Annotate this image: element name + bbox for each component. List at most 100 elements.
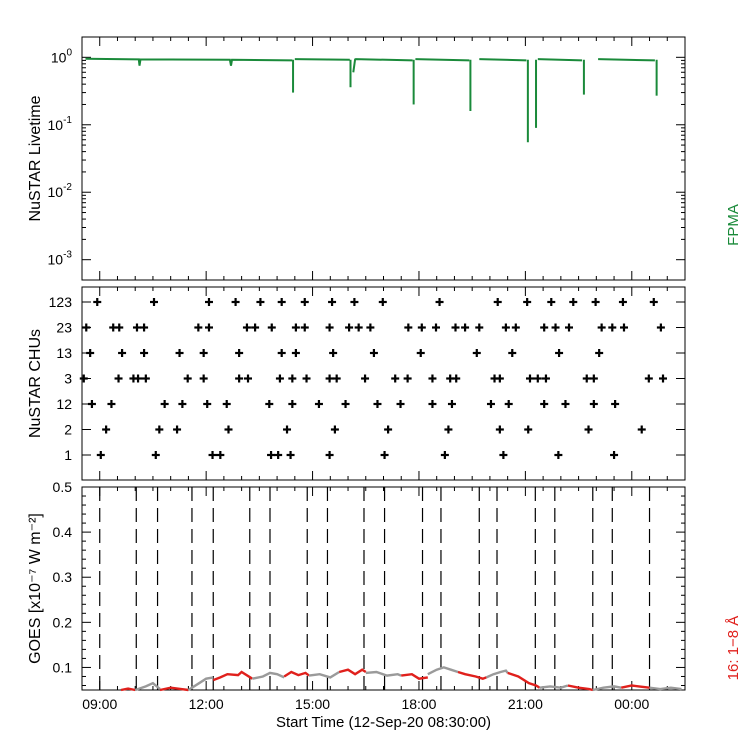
chu-point-1-3 [216,451,225,459]
chu-point-2-7 [444,425,453,434]
chu-point-12-14 [486,400,495,408]
goes-ytick-label-0: 0.1 [53,659,73,675]
chus-ytick-label-3: 3 [64,371,72,387]
chu-point-3-12 [325,374,334,383]
chu-point-2-10 [584,425,593,434]
x-tick-label-4: 21:00 [508,696,543,712]
chu-point-3-21 [495,374,504,383]
livetime-ytick-label-2: 10-2 [48,182,73,200]
goes-flux-segment-11 [427,666,459,676]
chu-point-3-6 [199,374,208,383]
chu-point-123-13 [547,298,556,306]
chu-point-123-11 [493,298,502,306]
chu-point-1-5 [274,451,283,459]
goes-flux-segment-10 [401,672,428,680]
livetime-series-2 [294,58,350,61]
chu-point-3-19 [452,374,461,383]
chus-ytick-label-5: 23 [56,320,72,336]
chu-point-3-24 [541,374,550,383]
x-tick-label-5: 00:00 [614,696,649,712]
livetime-legend-fpma: FPMA [725,204,742,246]
chu-point-12-16 [540,400,549,408]
chu-point-12-3 [178,400,187,408]
chu-point-123-7 [328,298,337,306]
chu-point-23-4 [140,323,149,332]
chu-point-23-23 [511,323,520,332]
chu-point-23-22 [501,323,510,332]
chu-point-123-9 [378,298,387,306]
goes-ytick-label-4: 0.5 [53,479,73,495]
goes-flux-segment-3 [187,676,214,692]
goes-flux-segment-14 [507,671,541,689]
goes-ylabel: GOES [x10⁻⁷ W m⁻²] [27,513,44,664]
chu-point-13-1 [118,349,127,357]
chu-point-3-26 [589,374,598,383]
goes-flux-segment-4 [212,670,253,682]
chu-point-1-10 [499,451,508,459]
chu-point-23-27 [597,323,606,332]
chu-point-3-23 [533,374,542,383]
goes-ytick-label-3: 0.4 [53,524,73,540]
goes-flux-segment-1 [134,681,161,692]
chu-point-23-15 [366,323,375,332]
chus-ylabel: NuSTAR CHUs [27,329,44,438]
chu-point-3-9 [275,374,284,383]
chu-point-23-13 [345,323,354,332]
livetime-series-4 [352,58,413,73]
chu-point-3-14 [361,374,370,383]
goes-flux-segment-9 [365,670,402,677]
chu-point-1-6 [286,451,295,459]
chu-point-13-6 [277,349,286,357]
chu-point-23-29 [619,323,628,332]
chu-point-13-12 [508,349,517,357]
livetime-ylabel: NuSTAR Livetime [27,95,44,221]
goes-flux-segment-13 [485,669,509,679]
chu-point-123-16 [618,298,627,306]
livetime-series-0 [85,57,293,66]
chu-point-123-8 [350,298,359,306]
chu-point-123-15 [591,298,600,306]
chu-point-23-25 [551,323,560,332]
goes-flux-segment-16 [567,684,594,692]
chu-point-3-8 [244,374,253,383]
chu-point-3-17 [428,374,437,383]
chu-point-23-9 [267,323,276,332]
chu-point-12-9 [341,400,350,408]
chu-point-23-21 [475,323,484,332]
chu-point-2-6 [384,425,393,434]
chu-point-13-0 [86,349,95,357]
chu-point-23-10 [291,323,300,332]
x-tick-label-0: 09:00 [82,696,117,712]
chu-point-13-14 [595,349,604,357]
chu-point-1-9 [440,451,449,459]
chu-point-3-0 [79,374,88,383]
chu-point-23-20 [461,323,470,332]
chu-point-123-4 [256,298,265,306]
chu-point-23-8 [251,323,260,332]
chu-point-23-24 [540,323,549,332]
chu-point-23-28 [608,323,617,332]
chu-point-123-12 [523,298,532,306]
chu-point-12-12 [428,400,437,408]
livetime-series-6 [415,58,470,62]
chu-point-23-3 [132,323,141,332]
chu-point-3-13 [332,374,341,383]
goes-flux-segment-5 [252,671,285,680]
chu-point-12-15 [504,400,513,408]
chu-point-3-1 [114,374,123,383]
chus-ytick-label-0: 1 [64,447,72,463]
chu-point-23-30 [656,323,665,332]
chu-point-12-5 [222,400,231,408]
chu-point-23-14 [354,323,363,332]
goes-flux-segment-2 [159,686,189,692]
chu-point-2-3 [224,425,233,434]
chu-point-12-4 [203,400,212,408]
goes-ytick-label-2: 0.3 [53,569,73,585]
goes-flux-segment-6 [283,670,310,678]
chus-ytick-label-1: 2 [64,422,72,438]
chu-point-12-17 [561,400,570,408]
chu-point-123-6 [300,298,309,306]
chu-point-23-26 [565,323,574,332]
goes-flux-segment-12 [457,670,487,680]
